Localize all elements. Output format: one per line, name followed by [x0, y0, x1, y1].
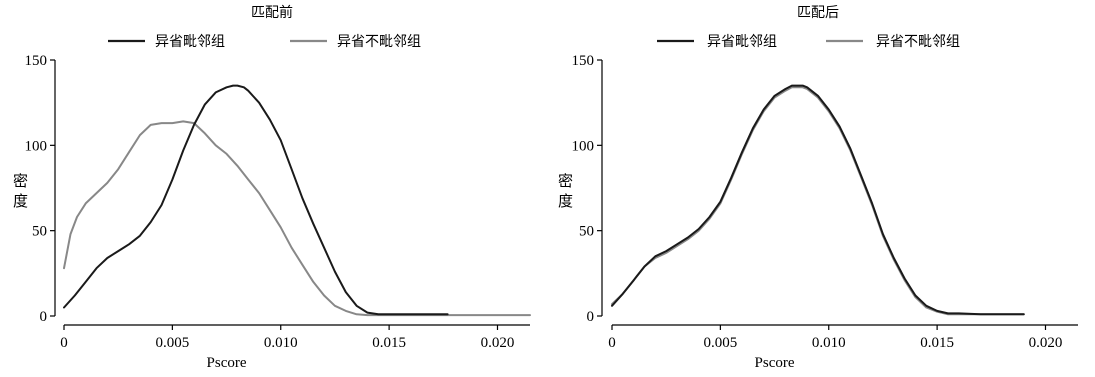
chart-title: 匹配后	[797, 5, 839, 21]
y-tick-label: 0	[40, 309, 48, 325]
x-axis-label: Pscore	[755, 355, 795, 371]
y-tick-label: 50	[579, 224, 594, 240]
x-tick-label: 0.005	[703, 335, 737, 351]
y-axis-label: 密度	[558, 172, 573, 210]
x-tick-label: 0.020	[481, 335, 515, 351]
legend-label: 异省不毗邻组	[876, 34, 960, 50]
x-axis-label: Pscore	[207, 355, 247, 371]
series-line-1	[611, 84, 1025, 316]
x-tick-label: 0.015	[920, 335, 954, 351]
x-tick-label: 0	[608, 335, 616, 351]
legend-label: 异省毗邻组	[707, 34, 777, 50]
y-tick-label: 100	[25, 138, 48, 154]
x-tick-label: 0.005	[155, 335, 189, 351]
y-tick-label: 150	[25, 53, 48, 69]
series-line-1	[63, 84, 449, 316]
chart-title: 匹配前	[251, 4, 293, 21]
series-line-2	[63, 120, 531, 317]
series-line-2	[611, 86, 1025, 316]
y-tick-label: 0	[587, 309, 595, 325]
legend-label: 异省毗邻组	[155, 34, 225, 50]
x-tick-label: 0.015	[372, 335, 406, 351]
y-tick-label: 100	[572, 138, 595, 154]
x-tick-label: 0.020	[1029, 335, 1063, 351]
y-axis-label: 密度	[13, 172, 28, 210]
y-tick-label: 50	[32, 224, 47, 240]
x-tick-label: 0	[60, 335, 68, 351]
legend-label: 异省不毗邻组	[337, 34, 421, 50]
x-tick-label: 0.010	[264, 335, 298, 351]
y-tick-label: 150	[572, 53, 595, 69]
x-tick-label: 0.010	[812, 335, 846, 351]
